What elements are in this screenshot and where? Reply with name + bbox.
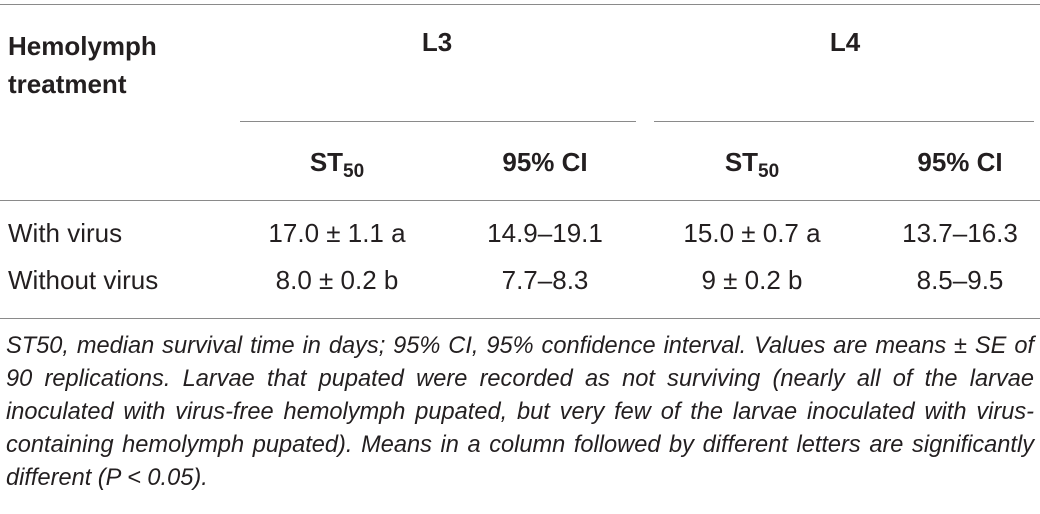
group-header: L3 [421, 27, 453, 57]
top-rule [0, 4, 1040, 5]
cell: 8.5–9.5 [916, 265, 1004, 295]
group-header: L4 [829, 27, 861, 57]
group-rule [654, 121, 1034, 122]
cell: 14.9–19.1 [487, 218, 603, 248]
cell: 8.0 ± 0.2 b [275, 265, 399, 295]
cell: 9 ± 0.2 b [701, 265, 803, 295]
body-rule [0, 318, 1040, 319]
row-label: Without virus [8, 265, 159, 295]
subcolumn-header: ST50 [724, 147, 779, 181]
row-label: With virus [8, 218, 123, 248]
subcolumn-header: 95% CI [917, 147, 1003, 177]
cell: 13.7–16.3 [902, 218, 1018, 248]
cell: 17.0 ± 1.1 a [268, 218, 406, 248]
subcolumn-sub: 50 [343, 161, 365, 182]
header-title: Hemolymph treatment [8, 31, 157, 99]
header-rule [0, 200, 1040, 201]
cell: 15.0 ± 0.7 a [683, 218, 821, 248]
group-rule [240, 121, 636, 122]
subcolumn-header: 95% CI [502, 147, 588, 177]
subcolumn-main: ST [309, 147, 344, 177]
subcolumn-header: ST50 [309, 147, 364, 181]
footnote: ST50, median survival time in days; 95% … [6, 333, 1034, 491]
subcolumn-sub: 50 [758, 161, 780, 182]
subcolumn-main: ST [724, 147, 759, 177]
cell: 7.7–8.3 [501, 265, 589, 295]
